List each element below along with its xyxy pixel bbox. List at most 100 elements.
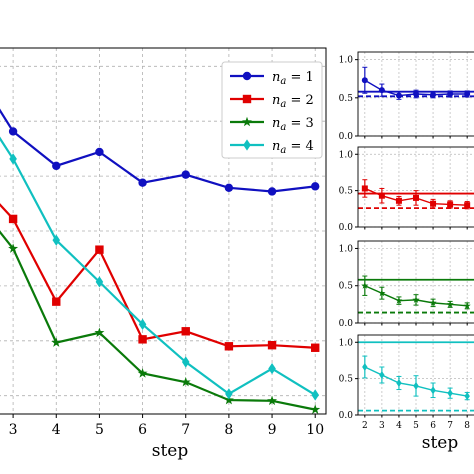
- series-4-point: [95, 276, 104, 288]
- series-1-point: [311, 182, 320, 191]
- series-3-point: [310, 404, 321, 414]
- series-2-point: [52, 297, 61, 306]
- x-axis-label: step: [152, 441, 189, 461]
- series-3-point: [51, 337, 62, 347]
- legend-marker-2: [242, 94, 252, 104]
- panel-point: [463, 302, 471, 309]
- panel-1: 1.0 0.5 0.0: [339, 51, 474, 142]
- panel-frame: [357, 51, 474, 137]
- series-4-point: [268, 362, 276, 375]
- panel-point: [447, 201, 454, 208]
- panel-frame: [357, 334, 474, 416]
- x-tick-label: 10: [306, 422, 324, 438]
- panel-point: [378, 289, 386, 297]
- series-1-point: [95, 147, 104, 157]
- panel-x-tick-label: 4: [396, 421, 402, 431]
- x-tick-label: 7: [181, 422, 190, 438]
- panel-content: [358, 341, 474, 412]
- panel-point: [447, 389, 453, 398]
- panel-x-tick-label: 6: [430, 421, 436, 431]
- legend-marker-4: [243, 139, 251, 151]
- x-tick-label: 4: [52, 422, 61, 438]
- panel-point: [464, 202, 471, 209]
- legend-label-3: na = 3: [272, 116, 314, 133]
- legend-marker-3: [242, 116, 252, 127]
- panel-y-tick-label: 1.0: [339, 244, 354, 254]
- panel-content: [358, 275, 474, 314]
- panel-point: [412, 296, 420, 303]
- panel-x-tick-label: 7: [447, 421, 453, 431]
- panel-point: [430, 386, 436, 395]
- panel-x-tick-label: 3: [379, 421, 385, 431]
- series-2-point: [224, 342, 234, 351]
- panel-point: [362, 362, 368, 372]
- panel-point: [464, 91, 471, 97]
- panel-content: [358, 179, 474, 210]
- main-plot: 3 4 5 6 7 8 9 10 step na = 1 na = 2 na = 3 na = 4: [0, 47, 327, 461]
- panel-x-tick-label: 2: [362, 421, 368, 431]
- series-3-point: [94, 327, 105, 337]
- series-2-point: [181, 327, 190, 336]
- panel-x-tick-label: 5: [413, 421, 419, 431]
- x-tick-label: 3: [9, 422, 18, 438]
- panel-frame: [357, 146, 474, 228]
- panel-y-tick-label: 1.0: [339, 56, 354, 66]
- x-tick-label: 8: [224, 422, 233, 438]
- series-2-point: [267, 340, 277, 350]
- panel-y-tick-label: 1.0: [339, 338, 354, 348]
- x-tick-label: 6: [138, 422, 147, 438]
- panel-y-tick-label: 0.0: [339, 411, 354, 421]
- series-2-point: [8, 214, 18, 224]
- panel-y-tick-label: 0.5: [339, 187, 354, 197]
- series-2-point: [95, 245, 104, 254]
- series-1-point: [224, 183, 234, 193]
- series-1-point: [52, 161, 61, 171]
- legend-box: [221, 61, 323, 159]
- series-3-point: [8, 243, 19, 253]
- series-4-point: [138, 318, 147, 330]
- series-2-point: [138, 335, 147, 344]
- panel-x-axis-label: step: [422, 433, 459, 453]
- panel-y-tick-label: 0.0: [339, 132, 354, 142]
- panel-point: [395, 296, 403, 304]
- series-1-point: [138, 178, 147, 187]
- panel-y-tick-label: 0.5: [339, 282, 354, 292]
- panel-point: [429, 299, 437, 306]
- panel-y-tick-label: 0.5: [339, 375, 354, 385]
- panel-point: [413, 381, 419, 390]
- series-3-point: [223, 394, 234, 405]
- panel-3: 1.0 0.5 0.0: [339, 240, 474, 329]
- legend-label-2: na = 2: [272, 93, 314, 110]
- panel-point: [378, 87, 385, 94]
- panel-x-tick-label: 8: [464, 421, 470, 431]
- panel-y-tick-label: 0.5: [339, 94, 354, 104]
- panel-point: [396, 378, 402, 388]
- panel-point: [430, 91, 437, 98]
- series-2-point: [311, 343, 320, 352]
- panel-point: [413, 91, 419, 97]
- series-1-point: [8, 127, 18, 136]
- panel-y-tick-label: 0.0: [339, 319, 354, 329]
- series-3-point: [180, 376, 191, 387]
- series-4-point: [9, 153, 17, 165]
- legend-label-4: na = 4: [272, 139, 314, 156]
- series-4-point: [52, 234, 61, 246]
- panel-y-tick-label: 1.0: [339, 150, 354, 160]
- series-group: [0, 108, 321, 414]
- panel-point: [379, 370, 385, 380]
- series-3-point: [137, 368, 148, 378]
- panel-point: [430, 200, 437, 207]
- panel-point: [464, 392, 470, 401]
- series-4-point: [311, 389, 319, 401]
- panel-point: [446, 300, 454, 308]
- x-tick-label: 9: [268, 422, 277, 438]
- series-1-point: [267, 187, 277, 196]
- panel-frame: [357, 240, 474, 324]
- panel-point: [413, 194, 419, 201]
- panel-point: [395, 92, 402, 99]
- series-4-point: [181, 356, 190, 368]
- panel-point: [361, 77, 368, 84]
- panel-4: 1.0 0.5 0.0 2 3 4 5 6 7 8 step: [339, 334, 474, 453]
- panel-point: [361, 281, 369, 289]
